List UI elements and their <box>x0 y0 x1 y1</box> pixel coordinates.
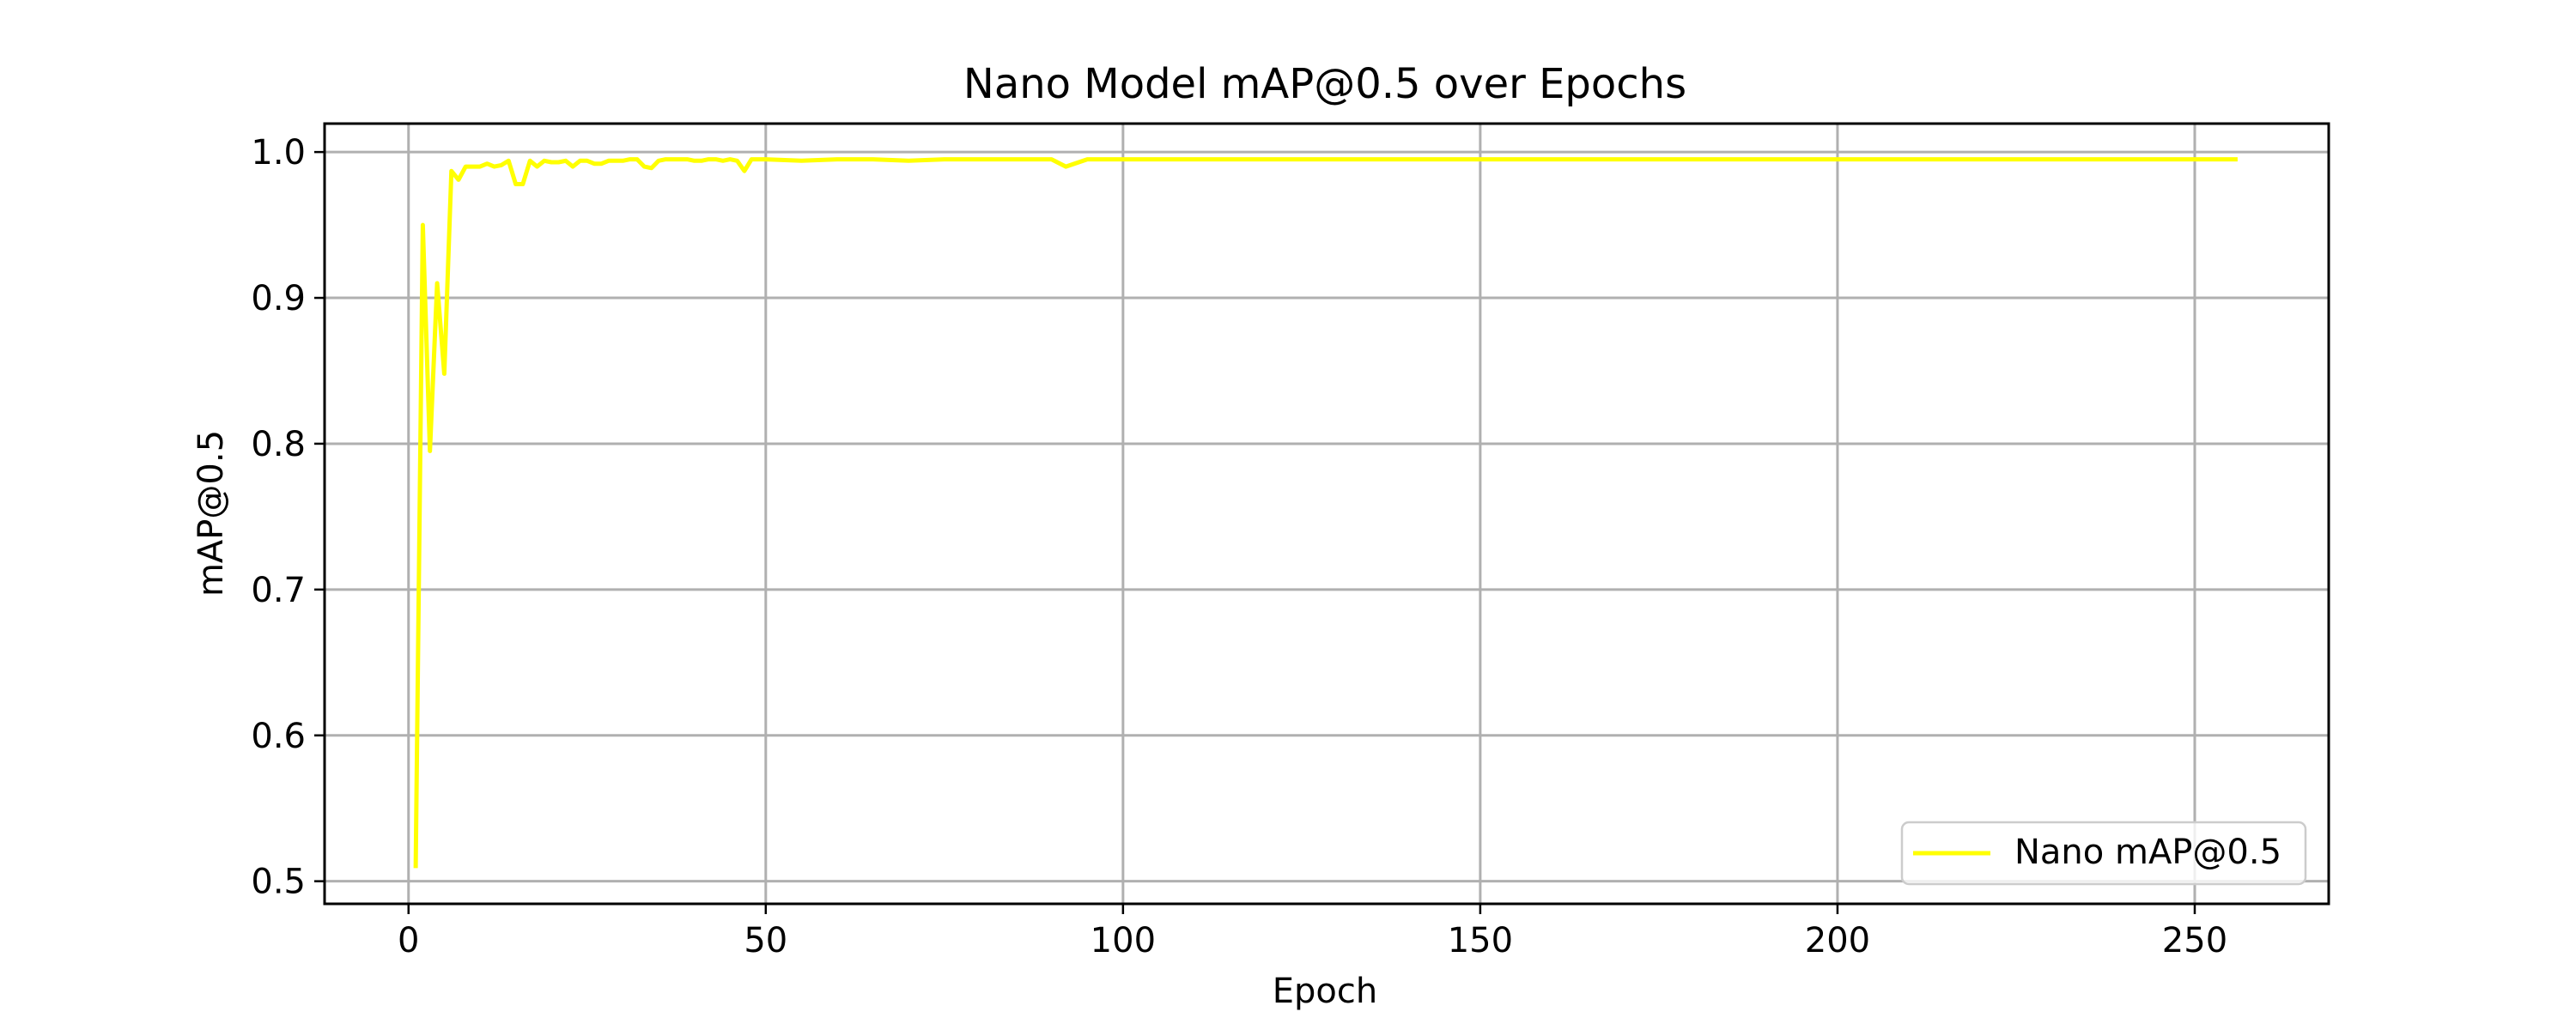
x-tick-label: 250 <box>2162 921 2227 960</box>
legend-label: Nano mAP@0.5 <box>2014 833 2281 872</box>
y-tick-label: 1.0 <box>251 133 306 173</box>
series-line <box>413 157 2238 869</box>
x-axis: 0 50 100 150 200 250 <box>398 904 2227 960</box>
x-tick-label: 200 <box>1805 921 1870 960</box>
plot-frame <box>323 122 2330 906</box>
y-axis: 0.5 0.6 0.7 0.8 0.9 1.0 <box>251 133 325 902</box>
y-tick-label: 0.6 <box>251 717 306 756</box>
x-tick-label: 0 <box>398 921 419 960</box>
y-tick-label: 0.8 <box>251 425 306 464</box>
x-tick-label: 150 <box>1448 921 1513 960</box>
legend: Nano mAP@0.5 <box>1900 821 2307 886</box>
x-tick-label: 50 <box>744 921 787 960</box>
x-axis-label: Epoch <box>1273 972 1377 1011</box>
y-tick-label: 0.7 <box>251 571 306 610</box>
legend-box <box>1900 821 2307 886</box>
chart-title: Nano Model mAP@0.5 over Epochs <box>963 60 1686 108</box>
y-axis-label: mAP@0.5 <box>191 430 231 597</box>
x-tick-label: 100 <box>1091 921 1156 960</box>
y-tick-label: 0.5 <box>251 863 306 902</box>
series-layer <box>413 157 2238 869</box>
y-tick-label: 0.9 <box>251 279 306 318</box>
